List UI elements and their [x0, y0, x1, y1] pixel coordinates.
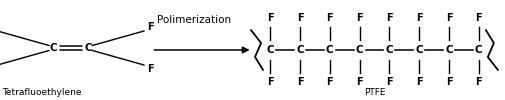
Text: F: F: [475, 13, 482, 23]
Text: F: F: [386, 13, 393, 23]
Text: F: F: [267, 77, 274, 87]
Text: C: C: [356, 45, 364, 55]
Text: F: F: [146, 22, 154, 32]
Text: Tetrafluoethylene: Tetrafluoethylene: [3, 88, 82, 97]
Text: F: F: [267, 13, 274, 23]
Text: C: C: [415, 45, 423, 55]
Text: C: C: [296, 45, 304, 55]
Text: F: F: [445, 13, 452, 23]
Text: C: C: [385, 45, 393, 55]
Text: F: F: [416, 77, 423, 87]
Text: PTFE: PTFE: [364, 88, 385, 97]
Text: F: F: [356, 77, 363, 87]
Text: C: C: [475, 45, 483, 55]
Text: F: F: [386, 77, 393, 87]
Text: F: F: [296, 13, 304, 23]
Text: C: C: [84, 43, 92, 53]
Text: F: F: [416, 13, 423, 23]
Text: C: C: [445, 45, 453, 55]
Text: C: C: [266, 45, 274, 55]
Text: F: F: [445, 77, 452, 87]
Text: F: F: [356, 13, 363, 23]
Text: C: C: [49, 43, 57, 53]
Text: C: C: [326, 45, 334, 55]
Text: F: F: [326, 13, 333, 23]
Text: Polimerization: Polimerization: [158, 15, 231, 25]
Text: F: F: [146, 64, 154, 74]
Text: F: F: [475, 77, 482, 87]
Text: F: F: [326, 77, 333, 87]
Text: F: F: [296, 77, 304, 87]
